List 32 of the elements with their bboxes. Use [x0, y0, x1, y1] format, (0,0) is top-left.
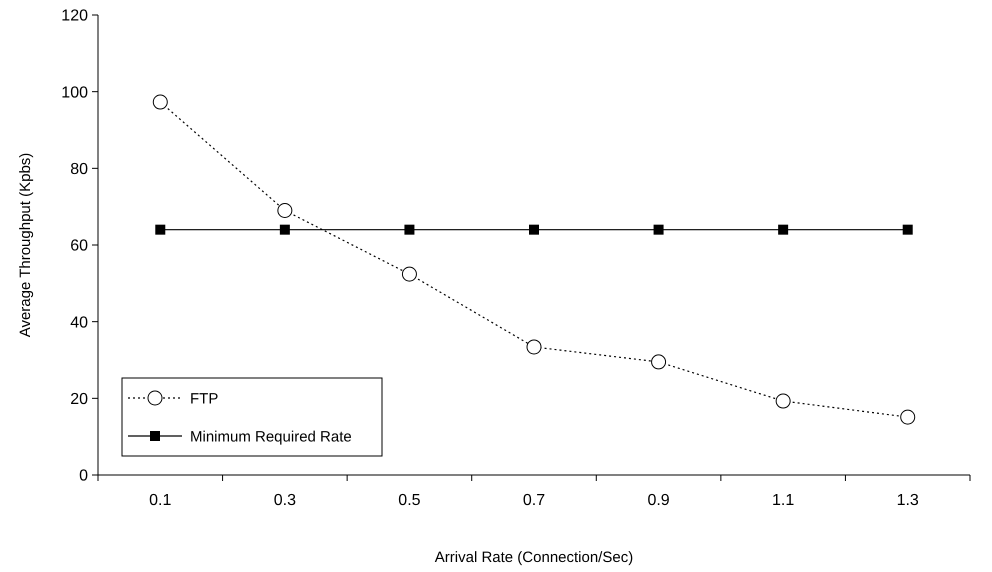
y-tick-label: 120: [61, 8, 88, 25]
point: [778, 224, 788, 235]
point: [654, 224, 664, 235]
point: [402, 266, 417, 282]
point: [155, 224, 166, 235]
y-tick-label: 40: [70, 314, 88, 332]
y-tick-label: 100: [61, 84, 88, 102]
x-tick-label: 0.9: [647, 492, 670, 509]
y-tick-label: 60: [70, 238, 88, 255]
y-tick-label: 0: [79, 468, 88, 485]
point: [776, 394, 791, 409]
x-tick-label: 0.3: [274, 492, 296, 509]
point: [280, 224, 290, 235]
x-axis-title: Arrival Rate (Connection/Sec): [434, 549, 634, 566]
x-tick-label: 0.1: [149, 492, 172, 509]
point: [902, 224, 913, 235]
y-tick-label: 80: [70, 160, 88, 178]
point: [277, 203, 292, 218]
point: [526, 339, 542, 354]
y-tick-label: 20: [70, 390, 88, 408]
legend-label: FTP: [190, 390, 218, 408]
point: [152, 94, 168, 110]
x-tick-label: 0.5: [398, 492, 421, 509]
x-tick-label: 1.3: [896, 492, 919, 509]
y-axis-title: Average Throughput (Kpbs): [17, 152, 34, 338]
x-tick-label: 0.7: [522, 492, 546, 509]
point: [651, 354, 666, 370]
point: [404, 224, 414, 235]
point: [900, 410, 916, 425]
point: [529, 224, 539, 235]
x-tick-label: 1.1: [772, 492, 794, 509]
legend-label: Minimum Required Rate: [190, 428, 352, 446]
